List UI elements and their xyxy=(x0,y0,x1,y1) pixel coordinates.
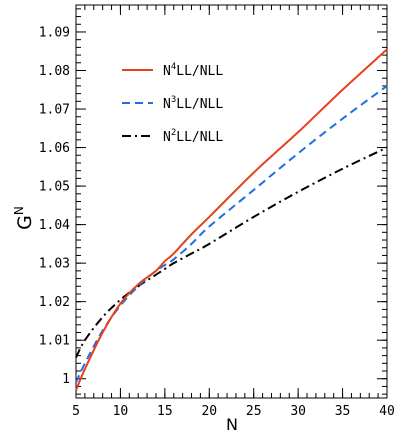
y-tick-label: 1.09 xyxy=(39,25,70,40)
legend-label-sup: 4 xyxy=(171,62,176,72)
legend-label-sup: 3 xyxy=(171,95,176,105)
legend-label-main: N xyxy=(163,97,171,112)
y-tick-label: 1.07 xyxy=(39,103,70,118)
legend-label-3: N2LL/NLL xyxy=(163,128,223,145)
major-ticks xyxy=(75,5,388,398)
x-tick-label: 10 xyxy=(113,404,129,419)
x-tick-label: 30 xyxy=(290,404,306,419)
y-tick-label: 1.02 xyxy=(39,295,70,310)
x-tick-label: 15 xyxy=(157,404,173,419)
legend-label-rest: LL/NLL xyxy=(176,130,223,145)
y-tick-label: 1.01 xyxy=(39,334,70,349)
series-lines xyxy=(75,48,388,391)
x-tick-label: 25 xyxy=(246,404,262,419)
legend-label-main: N xyxy=(163,64,171,79)
legend-label-rest: LL/NLL xyxy=(176,64,223,79)
minor-ticks xyxy=(75,5,388,398)
y-axis-title-sup: N xyxy=(12,206,26,215)
plot-frame xyxy=(75,4,388,399)
y-tick-label: 1.06 xyxy=(39,141,70,156)
legend-label-rest: LL/NLL xyxy=(176,97,223,112)
legend-label-1: N4LL/NLL xyxy=(163,62,223,79)
y-tick-label: 1 xyxy=(62,372,70,387)
series-line-1 xyxy=(75,48,388,391)
y-tick-label: 1.03 xyxy=(39,257,70,272)
x-axis-title: N xyxy=(226,415,238,434)
legend-label-2: N3LL/NLL xyxy=(163,95,223,112)
x-tick-label: 40 xyxy=(379,404,395,419)
y-tick-label: 1.08 xyxy=(39,64,70,79)
series-line-3 xyxy=(75,146,388,358)
y-axis-title-main: G xyxy=(14,215,36,230)
x-tick-labels: 5 10 15 20 25 30 35 40 xyxy=(72,404,395,419)
y-tick-label: 1.04 xyxy=(39,218,70,233)
x-tick-label: 20 xyxy=(201,404,217,419)
x-tick-label: 5 xyxy=(72,404,80,419)
series-line-2 xyxy=(75,85,388,384)
y-axis-title: GN xyxy=(12,206,36,230)
y-tick-labels: 1 1.01 1.02 1.03 1.04 1.05 1.06 1.07 1.08 1.09 xyxy=(39,25,70,387)
legend-label-main: N xyxy=(163,130,171,145)
y-tick-label: 1.05 xyxy=(39,180,70,195)
x-tick-label: 35 xyxy=(335,404,351,419)
legend-label-sup: 2 xyxy=(171,128,176,138)
